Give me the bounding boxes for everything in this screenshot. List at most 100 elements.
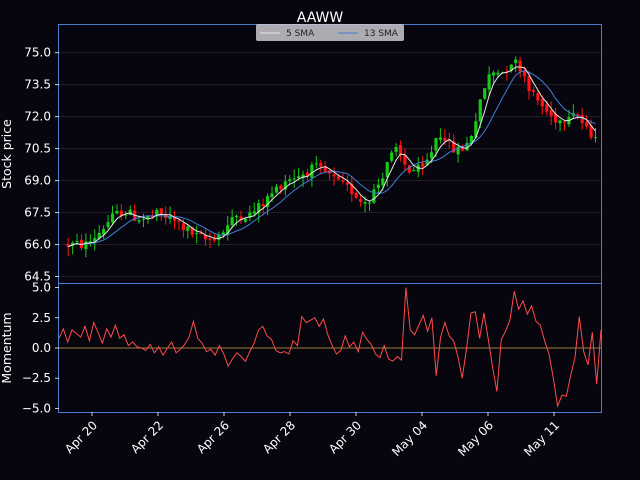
candle-body — [558, 120, 562, 124]
candle-body — [350, 183, 354, 195]
legend-label-sma13: 13 SMA — [364, 29, 399, 39]
candle-body — [522, 71, 527, 77]
candle-body — [332, 174, 336, 177]
candle-body — [243, 218, 248, 222]
candle-body — [279, 185, 283, 190]
candle-body — [124, 214, 128, 216]
price-y-tick-label: 67.5 — [24, 206, 51, 220]
candle-body — [234, 215, 239, 218]
candle-body — [115, 210, 119, 214]
price-y-axis: 64.5 66.0 67.5 69.0 70.5 72.0 73.5 75.0 — [24, 46, 59, 284]
candle-body — [390, 152, 394, 161]
price-y-tick-label: 69.0 — [24, 174, 51, 188]
candle-body — [354, 192, 358, 199]
candle-body — [97, 232, 101, 239]
candle-body — [447, 140, 451, 142]
candle-body — [376, 184, 380, 189]
candle-body — [496, 72, 500, 75]
candle-body — [221, 232, 225, 236]
candle-body — [186, 226, 190, 231]
momentum-y-tick-label: −5.0 — [22, 401, 51, 415]
candle-body — [381, 178, 385, 186]
candle-body — [323, 166, 327, 172]
candle-body — [536, 93, 540, 101]
price-y-tick-label: 73.5 — [24, 78, 51, 92]
candle-body — [172, 217, 177, 221]
candle-body — [137, 220, 141, 222]
candle-body — [270, 193, 274, 198]
candle-body — [79, 239, 84, 248]
price-y-axis-label: Stock price — [0, 119, 14, 189]
candle-body — [141, 218, 146, 220]
candle-body — [292, 178, 296, 180]
candle-body — [150, 216, 154, 218]
candle-body — [84, 241, 88, 250]
candle-body — [509, 64, 513, 71]
candle-body — [195, 233, 199, 235]
chart-title: AAWW — [297, 10, 344, 26]
candle-body — [110, 213, 115, 223]
price-y-tick-label: 70.5 — [24, 142, 51, 156]
candle-body — [412, 170, 416, 172]
candle-body — [102, 228, 106, 235]
candle-body — [146, 215, 150, 219]
candle-body — [505, 70, 509, 72]
candle-body — [483, 88, 487, 99]
candle-body — [159, 208, 163, 215]
candle-body — [518, 60, 522, 72]
price-y-tick-label: 75.0 — [24, 46, 51, 60]
candle-body — [345, 182, 349, 185]
candle-body — [576, 114, 580, 117]
candle-body — [226, 225, 230, 234]
candle-body — [252, 211, 256, 214]
candle-body — [359, 199, 363, 202]
candle-body — [288, 179, 292, 182]
candle-body — [119, 210, 123, 217]
candle-body — [469, 135, 474, 145]
candle-body — [465, 143, 469, 151]
momentum-y-axis: 5.0 2.5 0.0 −2.5 −5.0 — [22, 281, 59, 415]
candle-body — [456, 146, 460, 155]
candle-body — [385, 162, 389, 178]
candle-body — [66, 243, 70, 247]
momentum-line — [58, 287, 602, 408]
candle-body — [434, 138, 438, 151]
candle-body — [208, 238, 212, 240]
candle-body — [394, 147, 398, 152]
momentum-y-tick-label: 5.0 — [32, 281, 51, 295]
candle-body — [168, 215, 172, 219]
candle-body — [310, 164, 314, 178]
candle-body — [585, 122, 589, 127]
candle-body — [239, 216, 243, 221]
candle-body — [230, 217, 234, 226]
candle-body — [403, 154, 407, 165]
candle-body — [217, 234, 221, 240]
sma-5-line — [67, 66, 596, 248]
momentum-y-tick-label: −2.5 — [22, 371, 51, 385]
candle-body — [93, 238, 97, 243]
candle-body — [580, 115, 584, 123]
candle-body — [177, 220, 181, 222]
candle-body — [181, 223, 185, 230]
candle-body — [421, 162, 425, 167]
price-y-tick-label: 66.0 — [24, 238, 51, 252]
legend: 5 SMA 13 SMA — [256, 24, 404, 41]
candle-body — [297, 176, 301, 178]
candle-body — [487, 74, 491, 90]
candle-body — [514, 59, 518, 64]
candle-body — [155, 209, 159, 217]
candle-body — [248, 212, 252, 218]
candle-body — [372, 189, 376, 203]
candle-body — [540, 99, 544, 107]
candle-body — [341, 180, 345, 182]
candle-body — [274, 186, 279, 193]
candle-body — [128, 209, 132, 215]
candle-body — [438, 137, 442, 140]
momentum-y-tick-label: 2.5 — [32, 311, 51, 325]
candle-body — [367, 202, 372, 204]
candle-body — [257, 203, 261, 214]
candle-body — [88, 241, 92, 244]
candle-body — [443, 137, 447, 141]
